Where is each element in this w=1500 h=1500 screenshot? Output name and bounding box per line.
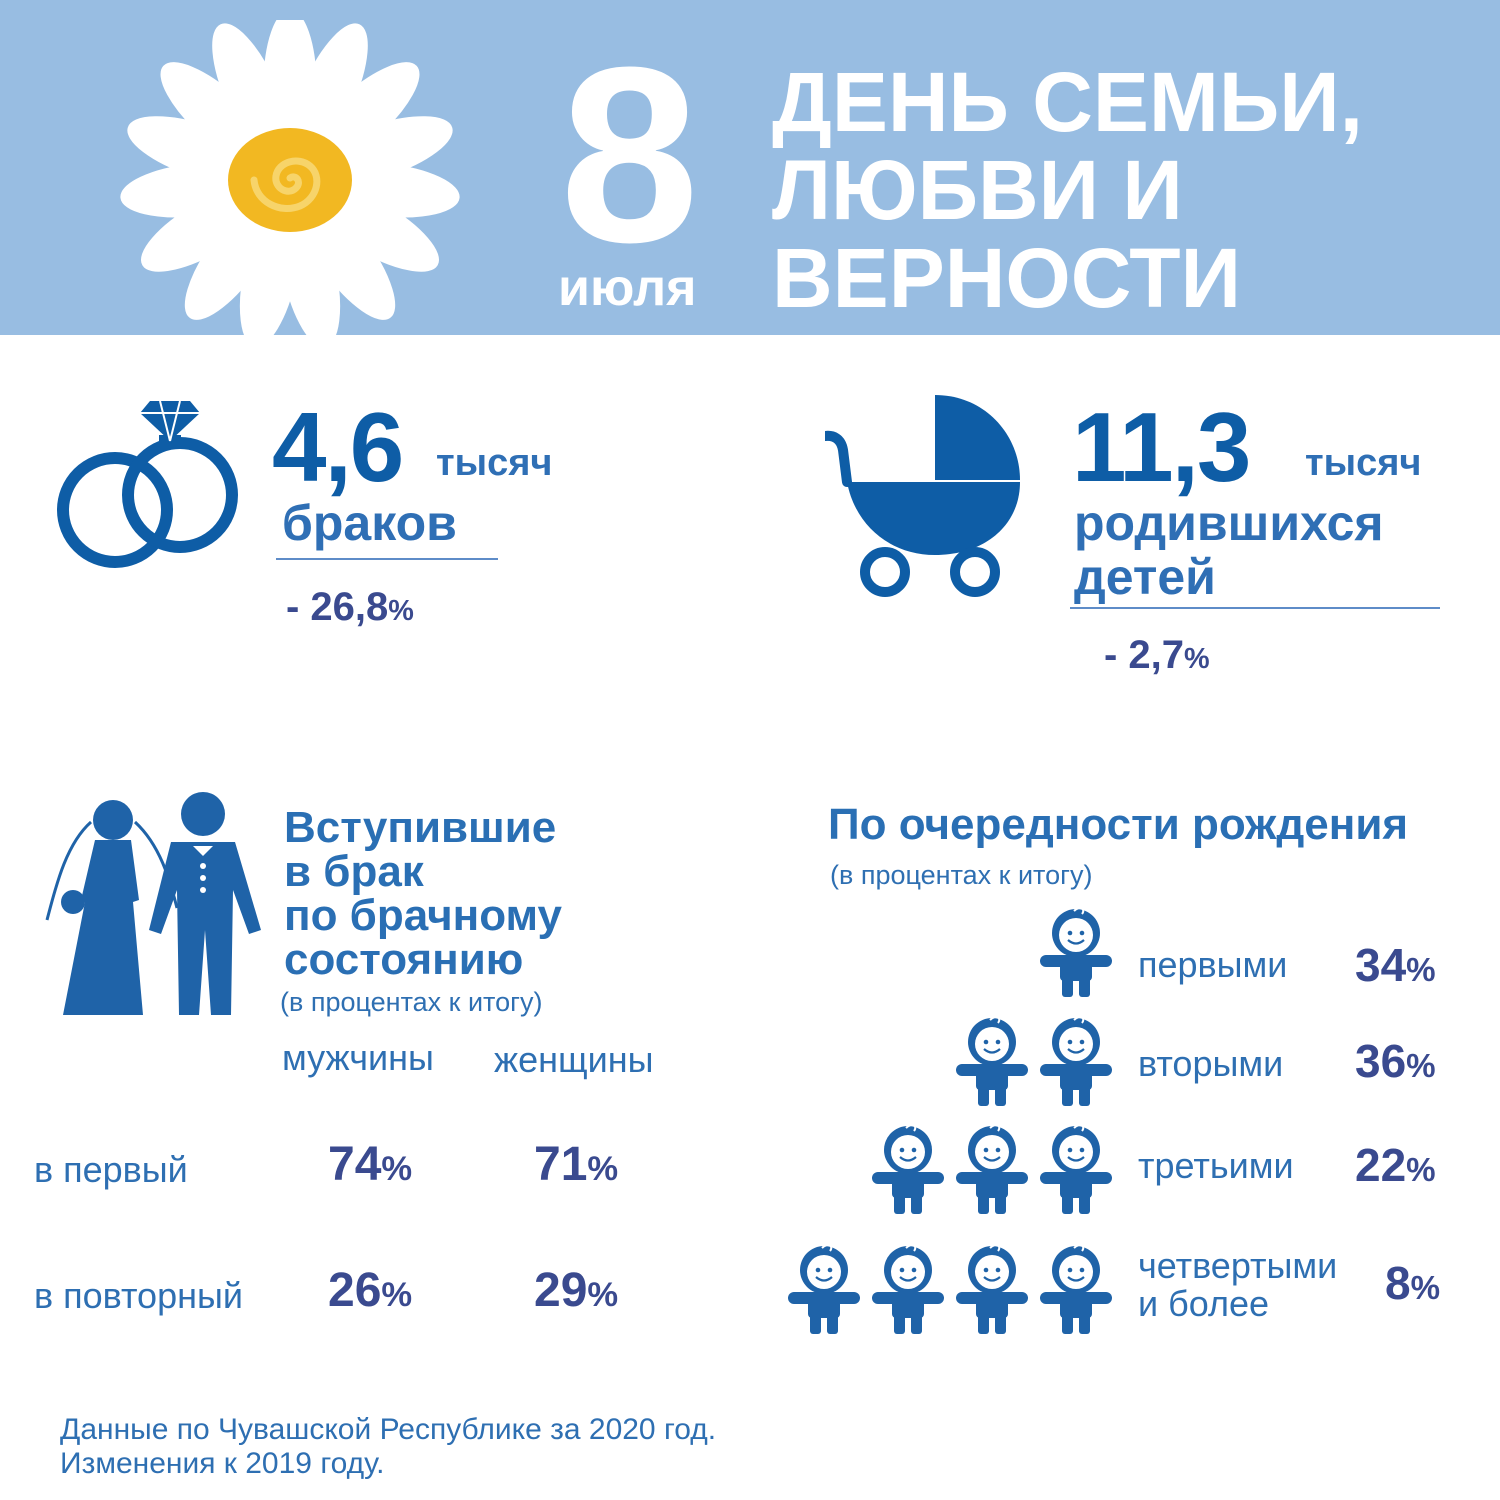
footer-line-2: Изменения к 2019 году.	[60, 1447, 385, 1480]
baby-stroller-icon	[825, 395, 1020, 597]
marital-title-line-1: Вступившие	[284, 803, 557, 852]
births-change: - 2,7%	[1104, 633, 1210, 677]
daisy-icon	[120, 20, 460, 340]
order-label-third: третьими	[1138, 1145, 1294, 1186]
marriages-value: 4,6	[272, 392, 404, 502]
order-value-third: 22%	[1355, 1139, 1436, 1191]
row-label-first: в первый	[34, 1149, 188, 1190]
marriages-unit: тысяч	[436, 442, 553, 484]
births-label-line-1: родившихся	[1074, 495, 1384, 551]
baby-icon	[1040, 1242, 1112, 1339]
order-value-fourth: 8%	[1385, 1257, 1441, 1309]
marital-note: (в процентах к итогу)	[280, 987, 543, 1017]
repeat-women-value: 29%	[534, 1264, 619, 1317]
order-label-first: первыми	[1138, 944, 1288, 985]
column-header-men: мужчины	[282, 1037, 434, 1078]
baby-icon	[872, 1242, 944, 1339]
month-label: июля	[558, 259, 697, 317]
baby-icon	[956, 1122, 1028, 1219]
row-label-repeat: в повторный	[34, 1275, 243, 1316]
births-divider	[1070, 607, 1440, 609]
baby-icon	[1040, 1122, 1112, 1219]
baby-icon	[956, 1242, 1028, 1339]
baby-icon	[872, 1122, 944, 1219]
marital-title-line-4: состоянию	[284, 935, 524, 984]
order-value-first: 34%	[1355, 939, 1436, 991]
marital-title-line-2: в брак	[284, 847, 424, 896]
births-label-line-2: детей	[1074, 549, 1216, 605]
order-label-second: вторыми	[1138, 1043, 1284, 1084]
headline-line-3: ВЕРНОСТИ	[772, 231, 1241, 325]
marriages-label: браков	[282, 495, 457, 551]
marriages-divider	[276, 558, 498, 560]
birth-order-title: По очередности рождения	[828, 800, 1409, 849]
marital-title-line-3: по брачному	[284, 891, 562, 940]
order-value-second: 36%	[1355, 1035, 1436, 1087]
headline-line-1: ДЕНЬ СЕМЬИ,	[772, 55, 1363, 149]
order-label-fourth-line-1: четвертыми	[1138, 1245, 1338, 1286]
baby-icon	[1040, 905, 1112, 1002]
birth-order-note: (в процентах к итогу)	[830, 860, 1093, 890]
headline-line-2: ЛЮБВИ И	[772, 143, 1183, 237]
first-women-value: 71%	[534, 1138, 619, 1191]
order-label-fourth-line-2: и более	[1138, 1283, 1270, 1324]
first-men-value: 74%	[328, 1138, 413, 1191]
bride-groom-icon	[45, 792, 261, 1015]
births-unit: тысяч	[1305, 442, 1422, 484]
baby-icon	[788, 1242, 860, 1339]
footer-line-1: Данные по Чувашской Республике за 2020 г…	[60, 1413, 717, 1446]
day-number: 8	[560, 15, 699, 294]
births-value: 11,3	[1072, 392, 1251, 502]
baby-icon	[1040, 1014, 1112, 1111]
baby-icon	[956, 1014, 1028, 1111]
repeat-men-value: 26%	[328, 1264, 413, 1317]
column-header-women: женщины	[494, 1039, 654, 1080]
marriages-change: - 26,8%	[286, 585, 414, 629]
wedding-rings-icon	[57, 400, 238, 568]
